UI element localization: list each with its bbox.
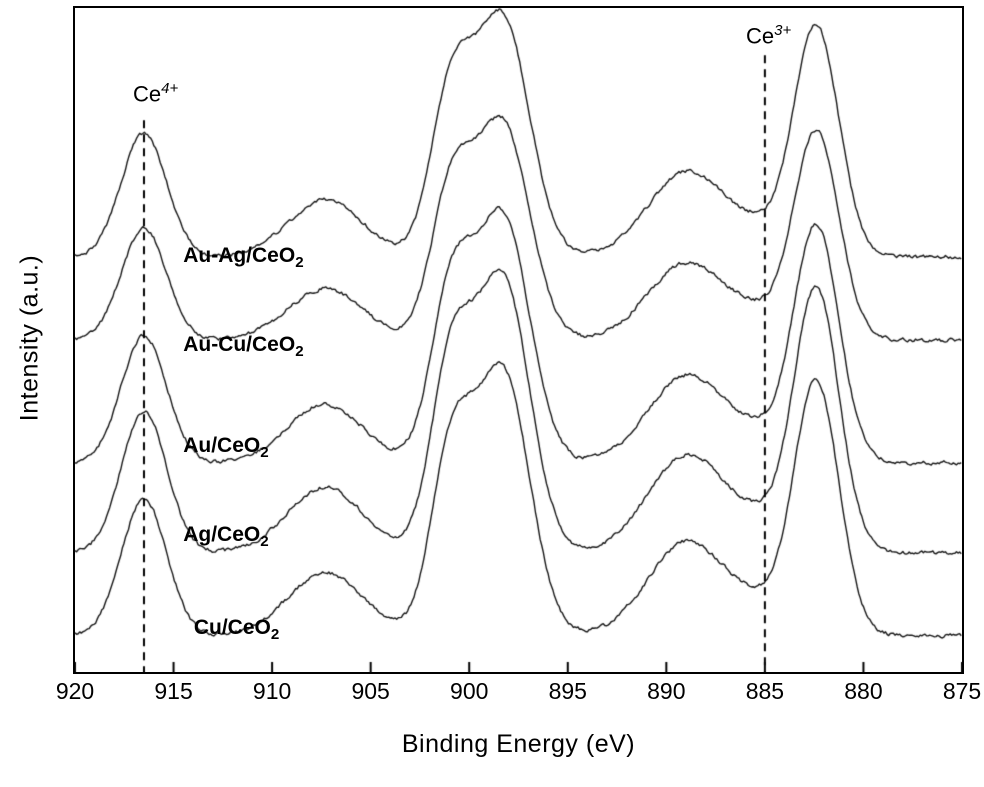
curve-label: Au-Ag/CeO2	[183, 244, 303, 271]
x-tick-label: 880	[844, 678, 883, 704]
curve-label-text: Ag/CeO	[183, 523, 261, 547]
curve-label-subscript: 2	[260, 444, 269, 462]
curve-label-subscript: 2	[260, 533, 269, 551]
spectra-canvas	[75, 8, 962, 672]
x-tick-label: 915	[154, 678, 193, 704]
ce4-label-sup: 4+	[161, 80, 179, 97]
x-tick-label: 885	[745, 678, 785, 704]
ce4-label-base: Ce	[133, 81, 162, 107]
curve-label-subscript: 2	[295, 343, 304, 361]
curve-label: Ag/CeO2	[183, 523, 268, 550]
x-tick-label: 895	[548, 678, 587, 704]
curve-label-subscript: 2	[295, 253, 304, 271]
curve-label-text: Au/CeO	[183, 434, 261, 458]
x-tick-label: 905	[351, 678, 390, 704]
curve-label-subscript: 2	[270, 626, 280, 644]
ce3-plus-label: Ce3+	[746, 22, 791, 49]
y-axis-label: Intensity (a.u.)	[15, 254, 44, 422]
curve-label-text: Au-Ag/CeO	[183, 243, 296, 267]
x-tick-label: 920	[55, 678, 95, 704]
ce4-plus-label: Ce4+	[133, 80, 178, 107]
curve-label: Cu/CeO2	[194, 616, 279, 643]
curve-label: Au-Cu/CeO2	[183, 333, 303, 360]
ce3-label-base: Ce	[746, 23, 775, 49]
curve-label-text: Au-Cu/CeO	[183, 333, 296, 357]
curve-label-text: Cu/CeO	[193, 616, 271, 640]
curve-label: Au/CeO2	[183, 434, 268, 461]
plot-area	[73, 6, 964, 674]
x-tick-label: 890	[647, 678, 686, 704]
x-tick-label: 910	[252, 678, 292, 704]
x-tick-label: 875	[942, 678, 982, 704]
x-axis-label: Binding Energy (eV)	[401, 730, 636, 758]
x-tick-label: 900	[450, 678, 489, 704]
ce3-label-sup: 3+	[774, 22, 792, 39]
